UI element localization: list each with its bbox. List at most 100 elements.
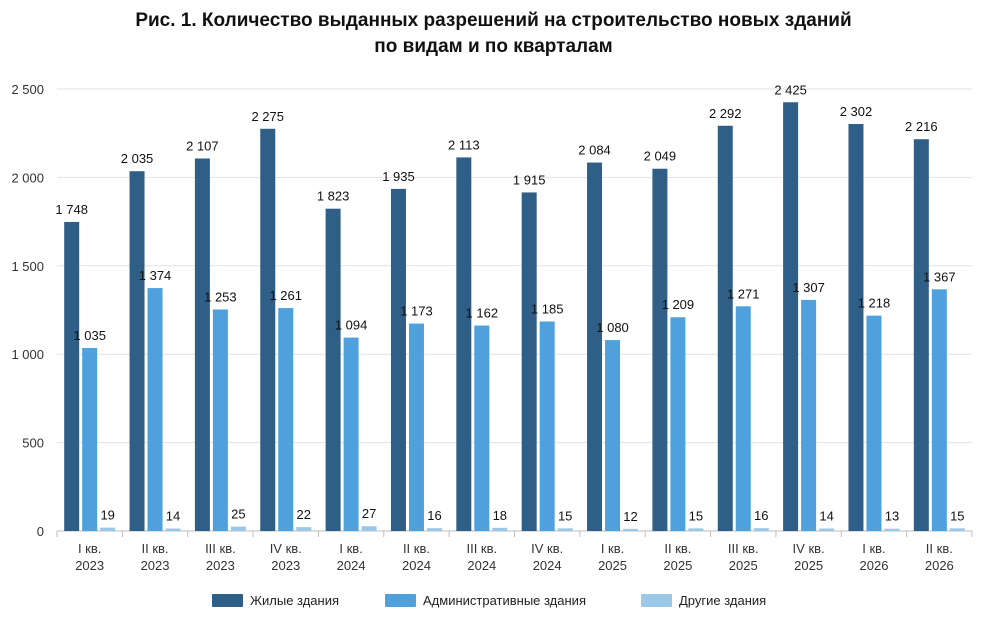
bar <box>623 528 639 531</box>
x-tick-label-quarter: II кв. <box>403 541 430 556</box>
x-tick-label-year: 2025 <box>794 558 823 573</box>
bar <box>260 128 276 531</box>
chart-title-line1: Рис. 1. Количество выданных разрешений н… <box>135 10 852 31</box>
x-tick-label-quarter: IV кв. <box>793 541 825 556</box>
x-tick-label-quarter: III кв. <box>466 541 497 556</box>
x-tick-label-year: 2026 <box>860 558 889 573</box>
legend-label: Административные здания <box>423 593 586 608</box>
bar <box>652 168 668 531</box>
y-tick-label: 500 <box>22 436 44 451</box>
x-tick-label-year: 2024 <box>467 558 496 573</box>
x-tick-label-quarter: I кв. <box>601 541 624 556</box>
data-label: 1 823 <box>317 189 350 204</box>
legend-label: Жилые здания <box>250 593 339 608</box>
bar <box>949 528 965 531</box>
data-label: 15 <box>689 508 703 523</box>
x-tick-label-year: 2025 <box>663 558 692 573</box>
bar <box>129 171 145 531</box>
bar <box>819 528 835 531</box>
bar <box>194 158 210 531</box>
bar <box>456 157 472 531</box>
bar <box>866 315 882 531</box>
data-label: 2 049 <box>644 149 677 164</box>
data-label: 1 374 <box>139 268 172 283</box>
bar <box>783 102 799 531</box>
x-tick-label-year: 2025 <box>598 558 627 573</box>
y-tick-label: 0 <box>37 524 44 539</box>
data-label: 16 <box>754 508 768 523</box>
data-label: 22 <box>297 507 311 522</box>
data-label: 2 275 <box>251 109 284 124</box>
bar <box>474 325 490 531</box>
data-label: 16 <box>427 508 441 523</box>
x-tick-label-year: 2024 <box>337 558 366 573</box>
data-label: 13 <box>885 509 899 524</box>
chart-title: Рис. 1. Количество выданных разрешений н… <box>0 8 987 60</box>
x-tick-label-quarter: I кв. <box>862 541 885 556</box>
bar <box>212 309 228 531</box>
bar <box>605 340 621 531</box>
x-tick-label-quarter: II кв. <box>142 541 169 556</box>
data-label: 1 935 <box>382 169 415 184</box>
bar <box>296 527 312 531</box>
bar <box>343 337 359 531</box>
bar <box>913 139 929 532</box>
bar <box>587 162 603 531</box>
bar <box>325 208 341 531</box>
data-label: 2 302 <box>840 104 873 119</box>
x-tick-label-quarter: III кв. <box>728 541 759 556</box>
bar <box>408 323 424 531</box>
data-label: 2 084 <box>578 143 611 158</box>
x-tick-label-quarter: II кв. <box>926 541 953 556</box>
bar <box>670 317 686 531</box>
x-tick-label-year: 2024 <box>533 558 562 573</box>
data-label: 1 173 <box>400 304 433 319</box>
bar <box>390 188 406 531</box>
legend-label: Другие здания <box>679 593 766 608</box>
data-label: 1 094 <box>335 318 368 333</box>
data-label: 1 035 <box>73 328 106 343</box>
data-label: 18 <box>493 508 507 523</box>
data-label: 1 748 <box>55 202 88 217</box>
data-label: 1 162 <box>466 306 499 321</box>
x-tick-label-year: 2025 <box>729 558 758 573</box>
data-label: 1 253 <box>204 289 237 304</box>
data-label: 1 185 <box>531 301 564 316</box>
x-tick-label-quarter: I кв. <box>339 541 362 556</box>
data-label: 12 <box>623 509 637 524</box>
data-label: 1 209 <box>662 297 695 312</box>
bar <box>278 308 294 531</box>
x-tick-label-year: 2023 <box>206 558 235 573</box>
y-tick-label: 1 500 <box>11 259 44 274</box>
data-label: 1 080 <box>596 320 629 335</box>
data-label: 1 261 <box>269 288 302 303</box>
x-tick-label-year: 2026 <box>925 558 954 573</box>
data-label: 15 <box>950 508 964 523</box>
data-label: 1 218 <box>858 296 891 311</box>
data-label: 2 107 <box>186 138 219 153</box>
bar <box>931 289 947 531</box>
legend-swatch <box>385 594 416 607</box>
x-tick-label-quarter: IV кв. <box>531 541 563 556</box>
data-label: 14 <box>819 509 833 524</box>
chart-title-line2: по видам и по кварталам <box>374 36 613 57</box>
data-label: 27 <box>362 506 376 521</box>
bar <box>753 528 769 531</box>
bar <box>801 299 817 531</box>
bar <box>82 348 98 531</box>
data-label: 1 307 <box>792 280 825 295</box>
bar <box>64 221 80 531</box>
bar <box>735 306 751 531</box>
y-tick-label: 2 500 <box>11 82 44 97</box>
data-label: 1 271 <box>727 286 760 301</box>
bar <box>717 125 733 531</box>
bar <box>230 526 246 531</box>
data-label: 14 <box>166 509 180 524</box>
x-tick-label-quarter: III кв. <box>205 541 236 556</box>
bar <box>165 528 181 531</box>
data-label: 2 425 <box>774 82 807 97</box>
data-label: 25 <box>231 507 245 522</box>
bar <box>147 288 163 531</box>
x-tick-label-quarter: II кв. <box>664 541 691 556</box>
